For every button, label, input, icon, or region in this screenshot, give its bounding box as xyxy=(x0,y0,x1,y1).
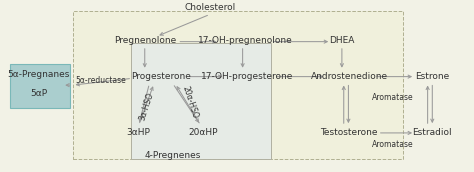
Text: 3αHP: 3αHP xyxy=(127,128,151,137)
Text: 17-OH-progesterone: 17-OH-progesterone xyxy=(201,72,293,81)
Bar xyxy=(73,11,403,159)
Text: 3α-HSO: 3α-HSO xyxy=(137,92,155,122)
Text: Progesterone: Progesterone xyxy=(131,72,191,81)
Text: Androstenedione: Androstenedione xyxy=(311,72,388,81)
Text: Aromatase: Aromatase xyxy=(373,140,414,149)
Text: Estrone: Estrone xyxy=(415,72,449,81)
Text: 20αHP: 20αHP xyxy=(188,128,218,137)
Text: 5αP: 5αP xyxy=(30,89,47,98)
Text: Pregnenolone: Pregnenolone xyxy=(114,36,176,45)
Text: Testosterone: Testosterone xyxy=(319,128,377,137)
Bar xyxy=(131,43,271,159)
Bar xyxy=(9,64,70,108)
Text: 20α-HSO: 20α-HSO xyxy=(181,85,200,120)
Text: Aromatase: Aromatase xyxy=(373,93,414,102)
Text: Estradiol: Estradiol xyxy=(412,128,452,137)
Text: 5α-reductase: 5α-reductase xyxy=(75,76,126,84)
Text: 4-Pregnenes: 4-Pregnenes xyxy=(145,152,201,160)
Text: 5α-Pregnanes: 5α-Pregnanes xyxy=(7,70,70,79)
Text: 17-OH-pregnenolone: 17-OH-pregnenolone xyxy=(198,36,292,45)
Text: Cholesterol: Cholesterol xyxy=(184,3,236,12)
Text: DHEA: DHEA xyxy=(329,36,355,45)
